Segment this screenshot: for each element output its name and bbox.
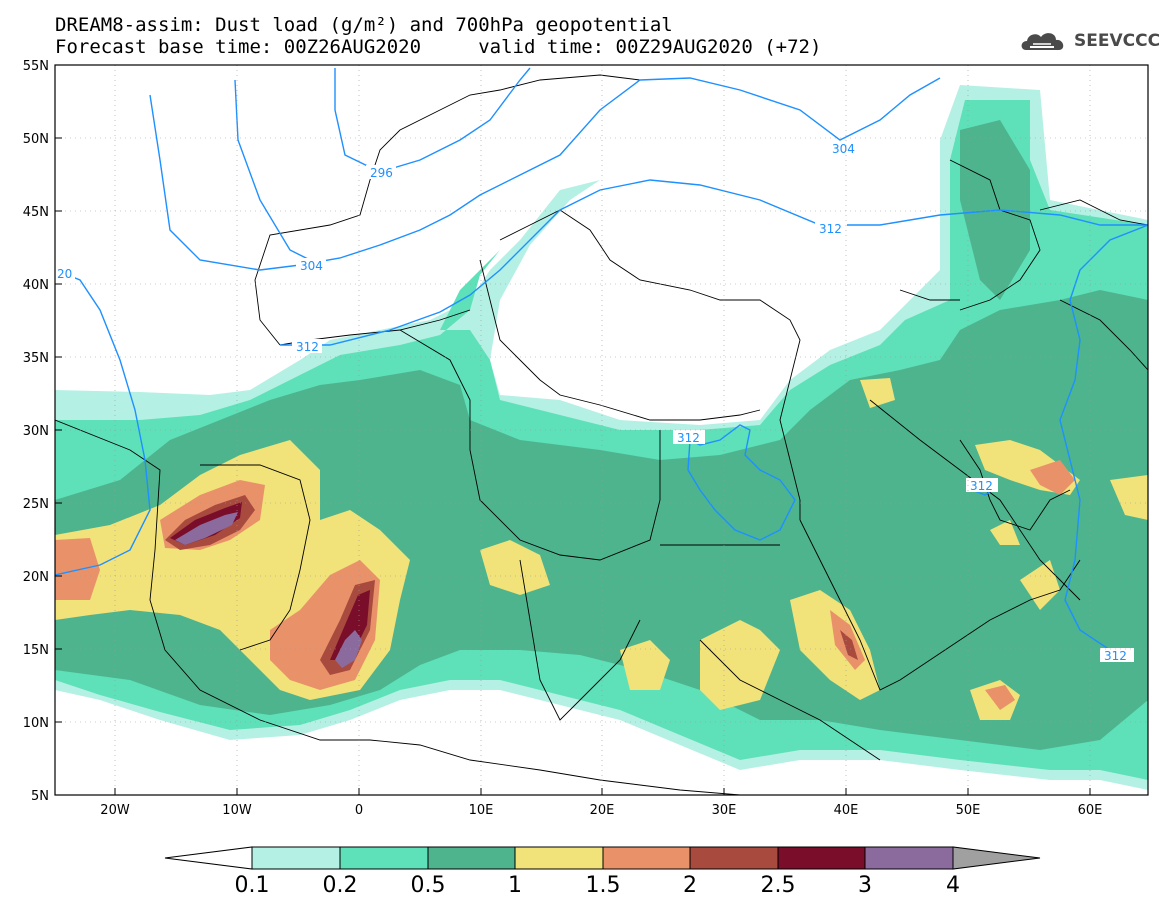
dust-level-3: [175, 512, 362, 668]
colorbar-label-3: 3: [858, 873, 872, 898]
contour-304-west: [149, 77, 941, 271]
contour-304-far: [234, 79, 321, 266]
colorbar-label-0.1: 0.1: [235, 873, 270, 898]
cloud-logo-icon: [1021, 33, 1064, 50]
colorbar-label-2: 2: [683, 873, 697, 898]
map-title: DREAM8-assim: Dust load (g/m²) and 700hP…: [55, 14, 673, 36]
lat-label-45n: 45N: [23, 205, 49, 220]
contour-label-312-west: 312: [296, 340, 319, 354]
lon-label-10e: 10E: [469, 803, 494, 818]
lat-label-15n: 15N: [23, 643, 49, 658]
axis-ticks: [55, 64, 1091, 796]
colorbar-label-4: 4: [946, 873, 960, 898]
contour-label-312-gulf: 312: [970, 479, 993, 493]
lon-label-10w: 10W: [222, 803, 252, 818]
lon-label-20e: 20E: [590, 803, 615, 818]
colorbar-label-0.2: 0.2: [323, 873, 358, 898]
contour-label-296: 296: [370, 166, 393, 180]
coastlines: [55, 74, 1148, 795]
colorbar-swatch-3: [864, 846, 954, 870]
contour-312-egypt: [687, 424, 796, 541]
lat-label-55n: 55N: [23, 59, 49, 74]
colorbar-swatch-0.2: [339, 846, 429, 870]
contour-label-304: 304: [300, 259, 323, 273]
contour-label-312-north: 312: [819, 222, 842, 236]
lon-label-40e: 40E: [834, 803, 859, 818]
lat-label-30n: 30N: [23, 424, 49, 439]
seevccc-logo: SEEVCCC: [1018, 28, 1160, 54]
colorbar-swatch-2: [689, 846, 779, 870]
colorbar-swatch-1.5: [602, 846, 691, 870]
lat-label-20n: 20N: [23, 570, 49, 585]
contour-labels: 296 304 304 312 312 312 312 312 20: [55, 141, 1134, 663]
colorbar-label-1.5: 1.5: [586, 873, 621, 898]
dust-level-2: [165, 495, 858, 675]
colorbar-swatch-1: [514, 846, 604, 870]
lat-label-50n: 50N: [23, 132, 49, 147]
lat-label-5n: 5N: [31, 789, 49, 804]
contour-label-312-egypt: 312: [677, 431, 700, 445]
lat-label-25n: 25N: [23, 497, 49, 512]
lat-label-35n: 35N: [23, 351, 49, 366]
colorbar-label-0.5: 0.5: [411, 873, 446, 898]
contour-west-edge: [55, 269, 151, 576]
colorbar: 0.1 0.2 0.5 1 1.5 2 2.5 3 4: [164, 846, 1041, 898]
colorbar-under-triangle: [164, 846, 253, 870]
lon-label-30e: 30E: [712, 803, 737, 818]
contour-label-312-east: 312: [1104, 649, 1127, 663]
dust-level-1.5: [55, 460, 1075, 710]
lon-label-50e: 50E: [956, 803, 981, 818]
colorbar-label-1: 1: [508, 873, 522, 898]
dust-field: [55, 85, 1148, 790]
lon-label-60e: 60E: [1078, 803, 1103, 818]
contour-312-east: [1059, 224, 1148, 651]
colorbar-swatch-0.5: [427, 846, 516, 870]
colorbar-label-2.5: 2.5: [761, 873, 796, 898]
lat-label-10n: 10N: [23, 716, 49, 731]
contour-296: [334, 67, 531, 173]
forecast-time-subtitle: Forecast base time: 00Z26AUG2020 valid t…: [55, 36, 822, 58]
contour-label-320: 20: [57, 267, 72, 281]
latitude-labels: 55N 50N 45N 40N 35N 30N 25N 20N 15N 10N …: [23, 59, 49, 804]
colorbar-swatch-0.1: [251, 846, 341, 870]
colorbar-swatch-2.5: [777, 846, 866, 870]
graticule: [55, 65, 1148, 795]
longitude-labels: 20W 10W 0 10E 20E 30E 40E 50E 60E: [100, 803, 1102, 818]
colorbar-over-triangle: [952, 846, 1041, 870]
contour-label-304-east: 304: [832, 142, 855, 156]
lon-label-20w: 20W: [100, 803, 130, 818]
lat-label-40n: 40N: [23, 278, 49, 293]
contour-312-coast: [280, 179, 1148, 346]
geopotential-contours: [55, 67, 1148, 651]
logo-text: SEEVCCC: [1074, 31, 1161, 51]
lon-label-0: 0: [355, 803, 363, 818]
